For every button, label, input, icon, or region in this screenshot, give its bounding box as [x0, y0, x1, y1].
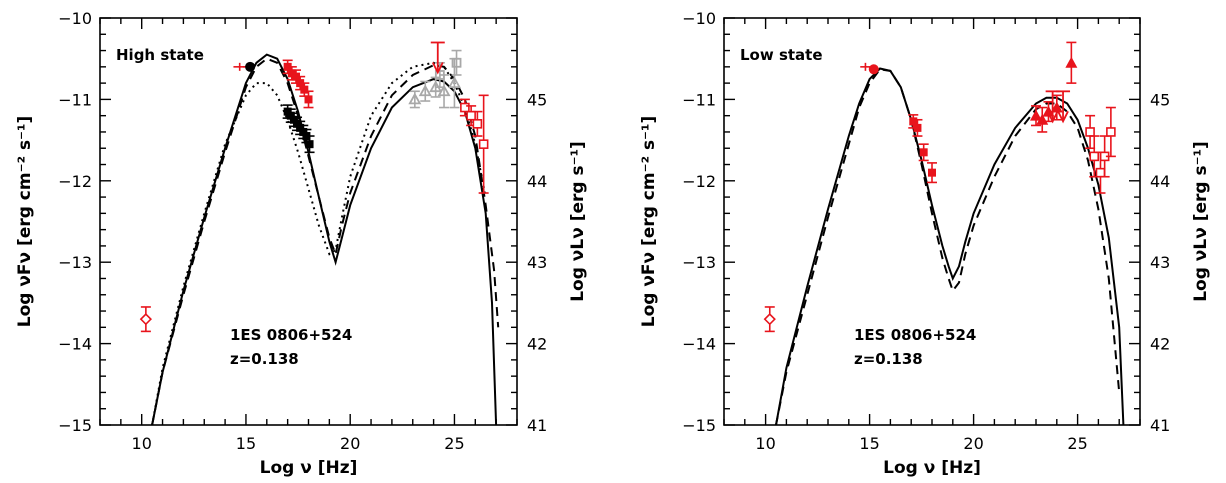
model-curve-dashed	[151, 57, 500, 425]
x-tick-label: 10	[132, 434, 152, 453]
panel-title: Low state	[740, 46, 823, 64]
x-tick-label: 15	[236, 434, 256, 453]
data-point-gamma	[1030, 109, 1042, 121]
data-point-radio	[139, 313, 153, 326]
data-point-tev	[478, 139, 489, 149]
model-curve-dotted	[151, 61, 487, 425]
data-point-xray	[299, 127, 308, 136]
data-point-xray	[305, 140, 314, 149]
data-point-tev	[466, 110, 476, 121]
source-annotation: 1ES 0806+524	[230, 326, 352, 344]
model-curve-dashed	[775, 68, 1121, 425]
x-tick-label: 25	[444, 434, 464, 453]
y-tick-label: −15	[682, 416, 716, 435]
plot-frame	[723, 17, 1141, 426]
right-y-tick-label: 44	[527, 172, 547, 191]
x-axis-label: Log ν [Hz]	[260, 458, 358, 478]
data-point-xray	[296, 123, 305, 132]
source-annotation: 1ES 0806+524	[854, 326, 976, 344]
upper-limit-head	[1057, 110, 1069, 124]
x-tick-label: 20	[963, 434, 983, 453]
right-y-tick-label: 43	[1150, 253, 1170, 272]
data-point-tev	[1085, 127, 1095, 137]
low-state-panel: 10 15 20 25 −15 −14 −13 −12 −11 −10 41 42 43 44 45 Log …	[639, 9, 1211, 478]
right-axis-label: Log νLν [erg s⁻¹]	[1191, 141, 1211, 302]
y-tick-label: −11	[682, 90, 716, 109]
data-point-xray	[928, 168, 936, 177]
data-point-gamma	[451, 57, 462, 68]
x-axis-label: Log ν [Hz]	[883, 458, 981, 478]
panel-title: High state	[116, 46, 204, 64]
x-tick-label: 25	[1067, 434, 1087, 453]
y-tick-label: −12	[58, 172, 92, 191]
data-point-xray	[913, 123, 922, 132]
data-point-xray	[283, 107, 292, 116]
data-point-xray	[304, 95, 313, 104]
data-point-optical	[245, 61, 256, 72]
y-tick-label: −14	[682, 335, 716, 354]
right-axis-label: Log νLν [erg s⁻¹]	[568, 141, 588, 302]
source-annotation: z=0.138	[230, 350, 299, 368]
right-y-tick-label: 42	[527, 335, 547, 354]
x-tick-label: 15	[859, 434, 879, 453]
y-tick-label: −14	[58, 335, 92, 354]
right-y-tick-label: 45	[527, 90, 547, 109]
source-annotation: z=0.138	[854, 350, 923, 368]
y-tick-label: −10	[682, 9, 716, 28]
data-point-xray	[919, 148, 928, 157]
data-point-gamma	[434, 70, 445, 80]
y-tick-label: −13	[58, 253, 92, 272]
data-point-tev	[1106, 127, 1116, 137]
data-point-gamma	[1065, 56, 1078, 68]
data-point-xray	[909, 117, 918, 126]
y-axis-label: Log νFν [erg cm⁻² s⁻¹]	[15, 116, 35, 328]
data-point-gamma	[418, 84, 432, 97]
y-axis-label: Log νFν [erg cm⁻² s⁻¹]	[639, 116, 659, 328]
right-y-tick-label: 44	[1150, 172, 1170, 191]
right-y-tick-label: 41	[1150, 416, 1170, 435]
right-y-tick-label: 41	[527, 416, 547, 435]
data-point-tev	[460, 102, 470, 113]
data-point-gamma	[408, 92, 422, 105]
x-tick-label: 20	[340, 434, 360, 453]
high-state-panel: 10 15 20 25 −15 −14 −13 −12 −11 −10 41 42 43 44 45 Log …	[15, 9, 588, 478]
right-y-tick-label: 45	[1150, 90, 1170, 109]
data-point-xray	[289, 115, 298, 124]
y-tick-label: −13	[682, 253, 716, 272]
x-tick-label: 10	[755, 434, 775, 453]
right-y-tick-label: 42	[1150, 335, 1170, 354]
data-point-xray	[300, 85, 309, 94]
y-tick-label: −12	[682, 172, 716, 191]
y-tick-label: −15	[58, 416, 92, 435]
right-y-tick-label: 43	[527, 253, 547, 272]
data-point-tev	[1095, 167, 1106, 178]
data-point-gamma	[1050, 101, 1063, 113]
data-point-gamma	[437, 84, 451, 97]
data-point-gamma	[447, 76, 461, 89]
data-point-tev	[1089, 151, 1100, 162]
upper-limit-head	[431, 62, 444, 75]
upper-limit-head	[1046, 110, 1059, 124]
data-point-optical	[868, 64, 879, 75]
y-tick-label: −10	[58, 9, 92, 28]
data-point-radio	[763, 313, 776, 326]
model-curve-solid	[775, 67, 1125, 425]
data-point-tev	[472, 119, 483, 129]
data-point-xray	[287, 69, 296, 78]
data-point-xray	[293, 119, 302, 128]
model-curve-solid	[151, 53, 498, 425]
data-point-xray	[286, 111, 295, 120]
y-tick-label: −11	[58, 90, 92, 109]
